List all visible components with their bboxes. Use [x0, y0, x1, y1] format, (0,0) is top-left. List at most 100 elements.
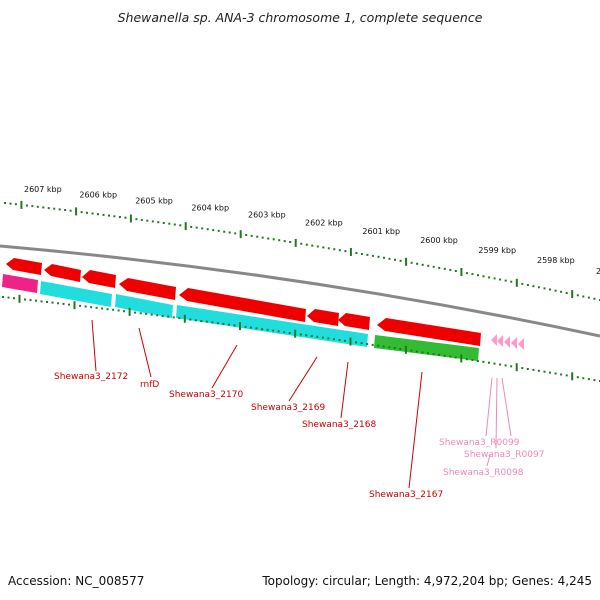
minor-tick [471, 273, 474, 276]
minor-tick [377, 255, 380, 258]
minor-tick [300, 242, 303, 245]
cds-arrow[interactable] [6, 258, 42, 275]
minor-tick [69, 209, 72, 212]
minor-tick [427, 264, 430, 267]
scale-label: 2607 kbp [24, 185, 62, 194]
minor-tick [178, 317, 181, 320]
major-tick [405, 257, 408, 266]
minor-tick [488, 276, 491, 279]
minor-tick [233, 324, 236, 327]
minor-tick [150, 313, 153, 316]
minor-tick [205, 320, 208, 323]
gene-label[interactable]: rnfD [140, 380, 159, 390]
cds-arrow[interactable] [44, 264, 81, 282]
minor-tick [465, 358, 468, 361]
orf-block[interactable] [2, 274, 38, 293]
minor-tick [134, 311, 137, 314]
cds-arrow[interactable] [82, 270, 116, 288]
rna-chevron-icon[interactable] [511, 337, 517, 349]
major-tick [184, 222, 187, 231]
minor-tick [576, 376, 579, 379]
minor-tick [123, 310, 126, 313]
minor-tick [582, 295, 585, 298]
minor-tick [261, 236, 264, 239]
cds-arrow[interactable] [377, 318, 481, 346]
orf-block[interactable] [115, 294, 173, 318]
minor-tick [206, 228, 209, 231]
minor-tick [454, 356, 457, 359]
scale-label: 2600 kbp [420, 236, 458, 245]
minor-tick [327, 337, 330, 340]
minor-tick [366, 253, 369, 256]
minor-tick [371, 254, 374, 257]
minor-tick [278, 239, 281, 242]
rna-label[interactable]: Shewana3_R0099 [439, 438, 520, 448]
gene-label[interactable]: Shewana3_2168 [302, 420, 376, 430]
scale-label: 2602 kbp [305, 219, 343, 228]
minor-tick [593, 297, 596, 300]
minor-tick [449, 355, 452, 358]
rna-chevron-icon[interactable] [518, 338, 524, 350]
minor-tick [410, 261, 413, 264]
minor-tick [427, 352, 429, 355]
minor-tick [162, 222, 165, 224]
minor-tick [172, 316, 175, 319]
rna-label[interactable]: Shewana3_R0097 [464, 450, 544, 460]
minor-tick [86, 211, 88, 214]
orf-block[interactable] [374, 335, 479, 361]
rna-chevron-icon[interactable] [504, 336, 510, 348]
minor-tick [118, 216, 121, 218]
minor-tick [482, 275, 485, 278]
gene-label[interactable]: Shewana3_2172 [54, 372, 128, 382]
minor-tick [139, 312, 142, 315]
major-tick [571, 290, 574, 299]
minor-tick [212, 229, 215, 232]
cds-arrow[interactable] [338, 313, 370, 330]
cds-arrow[interactable] [179, 288, 306, 322]
minor-tick [399, 348, 402, 350]
minor-tick [42, 206, 45, 209]
minor-tick [499, 278, 502, 281]
minor-tick [14, 203, 17, 206]
minor-tick [194, 319, 197, 322]
gene-label[interactable]: Shewana3_2169 [251, 403, 325, 413]
scale-label: 2598 kbp [537, 256, 575, 265]
minor-tick [31, 205, 34, 208]
rna-chevron-icon[interactable] [491, 334, 497, 346]
major-tick [239, 230, 242, 239]
cds-arrow[interactable] [307, 309, 339, 326]
minor-tick [13, 297, 15, 300]
minor-tick [227, 323, 230, 326]
minor-tick [338, 249, 341, 252]
minor-tick [266, 328, 269, 331]
minor-tick [256, 235, 259, 238]
orf-block[interactable] [40, 281, 112, 307]
minor-tick [145, 312, 148, 315]
minor-tick [90, 306, 93, 309]
minor-tick [526, 284, 529, 286]
minor-tick [560, 373, 563, 376]
minor-tick [201, 227, 204, 230]
gene-label[interactable]: Shewana3_2167 [369, 490, 443, 500]
gene-label[interactable]: Shewana3_2170 [169, 390, 243, 400]
map-title: Shewanella sp. ANA-3 chromosome 1, compl… [117, 10, 483, 25]
minor-tick [24, 298, 26, 301]
minor-tick [124, 216, 127, 219]
major-tick [404, 345, 407, 354]
minor-tick [316, 245, 319, 248]
rna-label[interactable]: Shewana3_R0098 [443, 468, 524, 478]
major-tick [183, 314, 186, 323]
scale-label: 2597 kbp [596, 267, 600, 276]
minor-tick [593, 379, 596, 382]
cds-arrow[interactable] [119, 278, 176, 300]
minor-tick [299, 333, 302, 336]
scale-label: 2601 kbp [362, 227, 400, 236]
minor-tick [157, 221, 160, 224]
minor-tick [537, 286, 540, 289]
orf-block[interactable] [176, 305, 368, 347]
rna-chevron-icon[interactable] [497, 335, 503, 347]
gene-labels: Shewana3_2172 rnfD Shewana3_2170 Shewana… [54, 372, 544, 500]
minor-tick [190, 225, 193, 228]
minor-tick [576, 294, 579, 297]
